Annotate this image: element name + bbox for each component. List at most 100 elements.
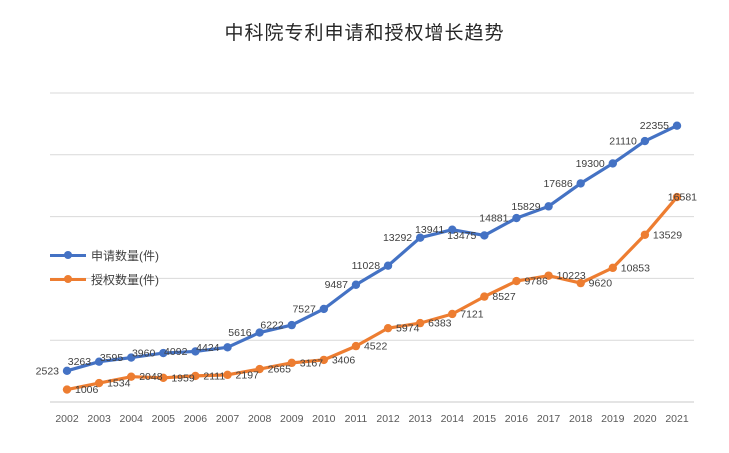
x-axis-label: 2011 [345, 413, 368, 425]
data-point [191, 347, 200, 356]
data-label: 3167 [300, 357, 324, 369]
data-point [127, 353, 136, 362]
legend-line-marker-icon [50, 251, 86, 259]
data-point [351, 280, 361, 289]
legend-item-grants: 授权数量(件) [50, 271, 159, 287]
data-label: 10853 [621, 262, 650, 274]
data-point [287, 320, 296, 330]
x-axis-label: 2020 [633, 413, 657, 425]
legend-item-applications: 申请数量(件) [50, 247, 159, 263]
data-label: 2048 [139, 371, 163, 383]
data-point [127, 372, 136, 381]
data-point [255, 328, 264, 337]
data-label: 1959 [171, 372, 195, 384]
data-label: 5974 [396, 323, 420, 335]
data-point [191, 371, 200, 381]
data-label: 2665 [268, 364, 292, 376]
data-label: 7527 [292, 303, 316, 315]
data-label: 14881 [479, 213, 508, 225]
data-point [287, 358, 296, 368]
data-point [383, 261, 393, 270]
x-axis-label: 2004 [120, 413, 144, 425]
data-point [480, 231, 489, 240]
legend-label-applications: 申请数量(件) [91, 248, 159, 263]
data-label: 5616 [228, 327, 252, 339]
data-label: 2523 [36, 365, 60, 377]
data-label: 21110 [609, 136, 637, 148]
data-label: 4092 [164, 346, 188, 358]
data-label: 9620 [589, 278, 613, 290]
data-label: 19300 [576, 158, 605, 170]
data-point [640, 136, 650, 146]
data-point [672, 192, 682, 202]
data-point [512, 213, 521, 223]
x-axis-label: 2006 [184, 413, 208, 425]
data-label: 9786 [524, 276, 548, 288]
data-point [448, 309, 457, 319]
x-axis-label: 2002 [55, 413, 79, 425]
series-line-0 [65, 124, 679, 373]
data-point [544, 202, 553, 211]
data-point [159, 348, 168, 358]
x-axis-label: 2007 [216, 413, 240, 425]
data-label: 13475 [447, 230, 476, 242]
data-label: 13941 [415, 224, 444, 236]
data-point [415, 318, 425, 328]
data-label: 13292 [383, 232, 412, 244]
data-point [608, 263, 617, 273]
data-point [94, 357, 104, 366]
data-label: 4522 [364, 341, 388, 353]
data-point [383, 323, 393, 333]
data-label: 2197 [236, 369, 260, 381]
data-point [415, 233, 425, 242]
data-label: 4424 [196, 342, 220, 354]
data-point [640, 230, 650, 239]
chart-title: 中科院专利申请和授权增长趋势 [224, 23, 505, 44]
data-label: 9487 [325, 279, 349, 291]
data-label: 3960 [132, 348, 156, 360]
x-axis-label: 2021 [665, 413, 689, 425]
data-point [351, 341, 361, 351]
data-label: 1534 [107, 378, 131, 390]
data-point [544, 271, 553, 280]
x-axis-label: 2017 [537, 413, 561, 425]
data-label: 17686 [543, 178, 572, 190]
legend: 申请数量(件) 授权数量(件) [50, 247, 159, 295]
data-label: 6383 [428, 318, 452, 330]
x-axis-label: 2019 [601, 413, 625, 425]
series-line-1 [65, 195, 679, 392]
data-point [94, 378, 104, 388]
data-label: 15829 [511, 201, 540, 213]
data-point [223, 370, 232, 380]
x-axis-label: 2009 [280, 413, 304, 425]
x-axis-label: 2012 [376, 413, 400, 425]
legend-line-marker-icon [50, 275, 86, 283]
data-point [319, 304, 329, 314]
data-label: 16581 [668, 192, 697, 204]
data-point [576, 179, 585, 188]
data-point [319, 355, 329, 365]
data-label: 6222 [260, 320, 284, 332]
data-point [480, 292, 489, 301]
data-label: 8527 [492, 291, 516, 303]
data-point [159, 373, 168, 382]
data-point [608, 159, 617, 168]
data-point [672, 121, 682, 130]
data-point [512, 276, 521, 286]
data-point [576, 278, 585, 288]
data-label: 11028 [352, 260, 381, 272]
data-label: 3595 [100, 352, 124, 364]
data-point [62, 385, 72, 394]
x-axis-label: 2014 [441, 413, 465, 425]
data-label: 1006 [75, 384, 99, 396]
x-axis-label: 2016 [505, 413, 529, 425]
x-axis-label: 2003 [87, 413, 111, 425]
data-point [62, 366, 72, 376]
x-axis-label: 2005 [152, 413, 176, 425]
data-label: 10223 [557, 270, 586, 282]
x-axis-label: 2008 [248, 413, 272, 425]
data-point [255, 364, 264, 374]
data-point [223, 343, 232, 352]
